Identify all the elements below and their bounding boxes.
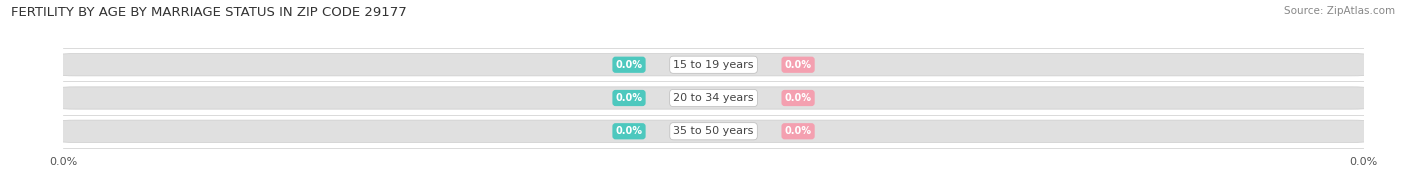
Text: Source: ZipAtlas.com: Source: ZipAtlas.com bbox=[1284, 6, 1395, 16]
Text: 35 to 50 years: 35 to 50 years bbox=[673, 126, 754, 136]
FancyBboxPatch shape bbox=[60, 87, 1367, 109]
Text: 15 to 19 years: 15 to 19 years bbox=[673, 60, 754, 70]
Text: 0.0%: 0.0% bbox=[785, 126, 811, 136]
Text: 0.0%: 0.0% bbox=[616, 126, 643, 136]
Text: 0.0%: 0.0% bbox=[785, 60, 811, 70]
Text: FERTILITY BY AGE BY MARRIAGE STATUS IN ZIP CODE 29177: FERTILITY BY AGE BY MARRIAGE STATUS IN Z… bbox=[11, 6, 406, 19]
Text: 0.0%: 0.0% bbox=[616, 60, 643, 70]
FancyBboxPatch shape bbox=[60, 120, 1367, 142]
Text: 0.0%: 0.0% bbox=[785, 93, 811, 103]
Text: 20 to 34 years: 20 to 34 years bbox=[673, 93, 754, 103]
Text: 0.0%: 0.0% bbox=[616, 93, 643, 103]
FancyBboxPatch shape bbox=[60, 54, 1367, 76]
